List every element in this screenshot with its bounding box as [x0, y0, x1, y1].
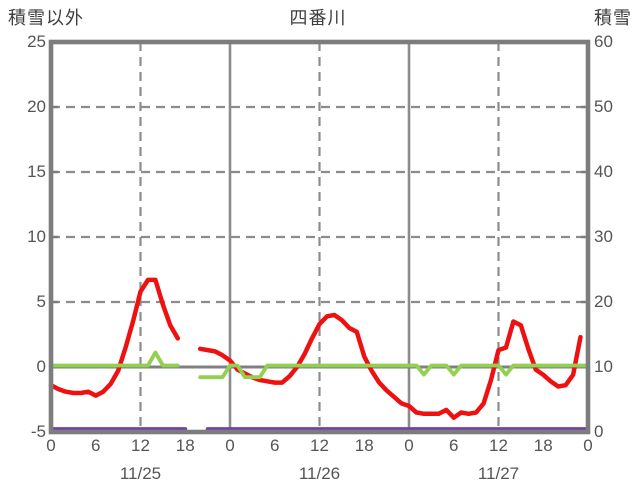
- left-axis-tick-label: 5: [36, 292, 46, 311]
- x-axis-hour-label: 12: [131, 436, 150, 455]
- right-axis-tick-label: 50: [594, 97, 613, 116]
- green-line: [198, 363, 590, 380]
- x-axis-hour-label: 6: [449, 436, 459, 455]
- left-axis-tick-label: 25: [27, 32, 46, 51]
- red-line: [197, 312, 583, 420]
- x-axis-hour-label: 12: [310, 436, 329, 455]
- left-axis-title: 積雪以外: [8, 8, 84, 28]
- right-axis-title: 積雪: [594, 8, 632, 28]
- right-axis-tick-label: 0: [594, 422, 604, 441]
- x-axis-hour-label: 0: [46, 436, 56, 455]
- x-axis-day-label: 11/27: [477, 464, 520, 483]
- right-axis-tick-label: 10: [594, 357, 613, 376]
- x-axis-hour-label: 18: [354, 436, 374, 455]
- x-axis-hour-label: 6: [270, 436, 280, 455]
- right-axis-tick-label: 20: [594, 292, 613, 311]
- left-axis-tick-label: 15: [27, 162, 46, 181]
- x-axis-day-label: 11/25: [119, 464, 162, 483]
- x-axis-day-label: 11/26: [298, 464, 341, 483]
- right-axis-tick-label: 60: [594, 32, 613, 51]
- red-line: [48, 277, 181, 398]
- x-axis-hour-label: 18: [533, 436, 553, 455]
- left-axis-tick-label: 10: [27, 227, 46, 246]
- left-axis-tick-label: 0: [36, 357, 46, 376]
- left-axis-tick-label: -5: [30, 422, 46, 441]
- x-axis-hour-label: 18: [175, 436, 195, 455]
- x-axis-hour-label: 0: [404, 436, 414, 455]
- plot-frame: [48, 39, 591, 435]
- x-axis-hour-label: 6: [91, 436, 101, 455]
- chart-title: 四番川: [289, 8, 347, 28]
- right-axis-tick-label: 40: [594, 162, 613, 181]
- x-axis-hour-label: 0: [225, 436, 235, 455]
- x-axis-hour-label: 12: [489, 436, 508, 455]
- left-axis-tick-label: 20: [27, 97, 46, 116]
- green-line: [49, 350, 180, 368]
- right-axis-tick-label: 30: [594, 227, 613, 246]
- x-axis-hour-label: 0: [583, 436, 593, 455]
